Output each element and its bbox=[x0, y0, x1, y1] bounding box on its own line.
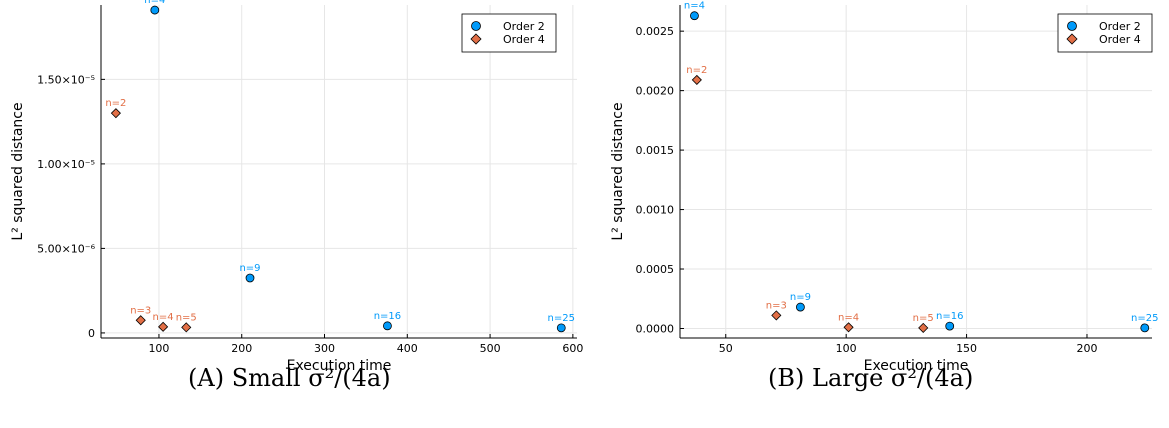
legend-marker-order2 bbox=[471, 21, 481, 31]
y-tick-label: 1.50×10⁻⁵ bbox=[37, 73, 95, 86]
data-label: n=4 bbox=[144, 0, 165, 6]
x-tick-label: 50 bbox=[719, 342, 733, 355]
y-tick-label: 5.00×10⁻⁶ bbox=[37, 242, 96, 255]
data-point-order2 bbox=[245, 273, 255, 283]
x-tick-label: 600 bbox=[562, 342, 583, 355]
y-tick-label: 0.0020 bbox=[636, 85, 675, 98]
y-tick-label: 0.0000 bbox=[636, 322, 675, 335]
legend-label: Order 2 bbox=[1099, 20, 1141, 33]
x-axis-label: Execution time bbox=[864, 358, 969, 374]
data-label: n=16 bbox=[936, 311, 963, 322]
caption-a-label: (A) bbox=[188, 364, 225, 392]
caption-b-text: Large σ²/(4a) bbox=[812, 364, 974, 392]
y-tick-label: 1.00×10⁻⁵ bbox=[37, 158, 95, 171]
legend-label: Order 4 bbox=[1099, 33, 1141, 46]
chart-large-sigma: 50 100 150 200 0.0000 0.0005 0.0010 0.0015 0.002… bbox=[610, 1, 1159, 374]
data-point-order4 bbox=[135, 315, 146, 326]
y-tick-label: 0.0005 bbox=[636, 263, 675, 276]
data-point-order2 bbox=[556, 323, 566, 333]
data-point-order2 bbox=[1140, 323, 1150, 333]
legend-marker-order2 bbox=[1067, 21, 1077, 31]
caption-b-label: (B) bbox=[768, 364, 805, 392]
data-point-order2 bbox=[945, 321, 955, 331]
data-point-order4 bbox=[691, 74, 702, 85]
data-label: n=4 bbox=[153, 312, 174, 323]
legend-label: Order 2 bbox=[503, 20, 545, 33]
data-point-order2 bbox=[150, 5, 160, 15]
y-tick-label: 0 bbox=[88, 327, 95, 340]
x-axis-label: Execution time bbox=[287, 358, 392, 374]
data-label: n=2 bbox=[105, 98, 126, 109]
x-tick-label: 300 bbox=[314, 342, 335, 355]
y-axis-label: L² squared distance bbox=[610, 102, 626, 240]
x-tick-label: 150 bbox=[956, 342, 977, 355]
data-point-order2 bbox=[796, 302, 805, 312]
legend-label: Order 4 bbox=[503, 33, 545, 46]
caption-b: (B) Large σ²/(4a) bbox=[768, 364, 973, 392]
legend-box bbox=[1057, 13, 1153, 53]
data-point-order4 bbox=[771, 310, 782, 321]
data-label: n=5 bbox=[176, 312, 197, 323]
caption-a-text: Small σ²/(4a) bbox=[231, 364, 391, 392]
x-tick-label: 100 bbox=[836, 342, 857, 355]
data-point-order4 bbox=[918, 322, 929, 333]
y-tick-label: 0.0010 bbox=[636, 204, 675, 217]
x-tick-label: 200 bbox=[231, 342, 252, 355]
y-axis-label: L² squared distance bbox=[10, 102, 26, 240]
x-tick-label: 500 bbox=[480, 342, 501, 355]
data-point-order2 bbox=[690, 11, 699, 21]
x-tick-label: 100 bbox=[148, 342, 169, 355]
caption-a: (A) Small σ²/(4a) bbox=[188, 364, 391, 392]
data-label: n=4 bbox=[838, 312, 859, 323]
legend-marker-order4 bbox=[470, 33, 482, 45]
data-label: n=9 bbox=[239, 263, 260, 274]
legend-box bbox=[461, 13, 557, 53]
data-label: n=25 bbox=[1131, 313, 1158, 324]
data-label: n=3 bbox=[766, 300, 787, 311]
data-point-order4 bbox=[181, 322, 192, 333]
data-label: n=4 bbox=[684, 1, 705, 12]
data-label: n=3 bbox=[130, 305, 151, 316]
data-point-order4 bbox=[110, 108, 121, 119]
data-label: n=5 bbox=[913, 313, 934, 324]
data-label: n=2 bbox=[686, 65, 707, 76]
data-point-order2 bbox=[383, 321, 392, 331]
y-tick-label: 0.0015 bbox=[636, 144, 675, 157]
x-tick-label: 200 bbox=[1076, 342, 1097, 355]
legend-marker-order4 bbox=[1066, 33, 1078, 45]
y-tick-label: 0.0025 bbox=[636, 25, 675, 38]
data-point-order4 bbox=[843, 322, 854, 333]
data-label: n=25 bbox=[548, 313, 575, 324]
data-label: n=16 bbox=[374, 311, 401, 322]
x-tick-label: 400 bbox=[397, 342, 418, 355]
data-label: n=9 bbox=[790, 292, 811, 303]
data-point-order4 bbox=[158, 321, 169, 332]
chart-small-sigma: 100 200 300 400 500 600 0 5.00×10⁻⁶ 1.00×10⁻⁵ 1.5… bbox=[10, 0, 583, 374]
